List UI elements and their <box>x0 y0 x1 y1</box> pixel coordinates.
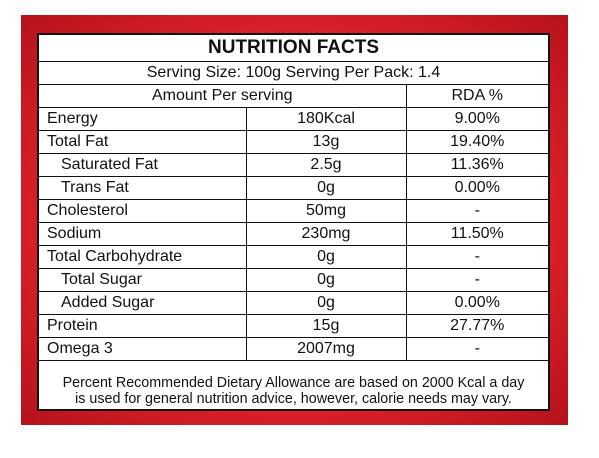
nutrient-row: Added Sugar 0g 0.00% <box>39 291 548 315</box>
rda-value: 11.36% <box>405 153 548 177</box>
nutrient-name: Trans Fat <box>39 176 247 200</box>
header-cell: Amount Per serving <box>39 84 407 108</box>
rda-value: 0.00% <box>405 291 548 315</box>
rda-value: 0.00% <box>405 176 548 200</box>
header-cell: RDA % <box>405 84 548 108</box>
nutrient-name: Energy <box>39 107 247 131</box>
rda-value: - <box>405 245 548 269</box>
amount: 0g <box>245 268 407 292</box>
amount: 0g <box>245 291 407 315</box>
nutrient-name: Cholesterol <box>39 199 247 223</box>
nutrient-row: Saturated Fat 2.5g 11.36% <box>39 153 548 177</box>
rda-value: - <box>405 268 548 292</box>
amount: 0g <box>245 245 407 269</box>
footnote: Percent Recommended Dietary Allowance ar… <box>39 375 548 407</box>
header-row: Amount Per serving RDA % <box>39 84 548 108</box>
rda-value: 9.00% <box>405 107 548 131</box>
footnote-line: is used for general nutrition advice, ho… <box>75 391 512 407</box>
rda-value: - <box>405 199 548 223</box>
nutrient-row: Energy 180Kcal 9.00% <box>39 107 548 131</box>
table-body: NUTRITION FACTS Serving Size: 100g Servi… <box>39 35 548 361</box>
nutrient-row: Sodium 230mg 11.50% <box>39 222 548 246</box>
nutrition-table: NUTRITION FACTS Serving Size: 100g Servi… <box>39 35 548 361</box>
red-frame: NUTRITION FACTS Serving Size: 100g Servi… <box>21 15 568 425</box>
amount: 2.5g <box>245 153 407 177</box>
nutrient-name: Total Sugar <box>39 268 247 292</box>
amount: 50mg <box>245 199 407 223</box>
nutrient-row: Total Fat 13g 19.40% <box>39 130 548 154</box>
nutrient-name: Total Carbohydrate <box>39 245 247 269</box>
nutrient-name: Omega 3 <box>39 337 247 361</box>
rda-value: 11.50% <box>405 222 548 246</box>
title: NUTRITION FACTS <box>39 35 548 62</box>
rda-value: 27.77% <box>405 314 548 338</box>
title-row: NUTRITION FACTS <box>39 35 548 62</box>
amount: 13g <box>245 130 407 154</box>
rda-value: 19.40% <box>405 130 548 154</box>
nutrient-name: Added Sugar <box>39 291 247 315</box>
amount: 180Kcal <box>245 107 407 131</box>
amount: 230mg <box>245 222 407 246</box>
nutrient-row: Total Sugar 0g - <box>39 268 548 292</box>
nutrient-row: Trans Fat 0g 0.00% <box>39 176 548 200</box>
nutrient-name: Saturated Fat <box>39 153 247 177</box>
amount: 0g <box>245 176 407 200</box>
nutrient-row: Cholesterol 50mg - <box>39 199 548 223</box>
nutrient-row: Protein 15g 27.77% <box>39 314 548 338</box>
rda-value: - <box>405 337 548 361</box>
nutrient-name: Total Fat <box>39 130 247 154</box>
nutrient-name: Protein <box>39 314 247 338</box>
amount: 2007mg <box>245 337 407 361</box>
amount: 15g <box>245 314 407 338</box>
serving-row: Serving Size: 100g Serving Per Pack: 1.4 <box>39 61 548 85</box>
footnote-line: Percent Recommended Dietary Allowance ar… <box>62 375 525 391</box>
nutrient-row: Total Carbohydrate 0g - <box>39 245 548 269</box>
serving-info: Serving Size: 100g Serving Per Pack: 1.4 <box>39 61 548 85</box>
nutrition-panel: NUTRITION FACTS Serving Size: 100g Servi… <box>37 33 550 411</box>
nutrient-row: Omega 3 2007mg - <box>39 337 548 361</box>
nutrient-name: Sodium <box>39 222 247 246</box>
